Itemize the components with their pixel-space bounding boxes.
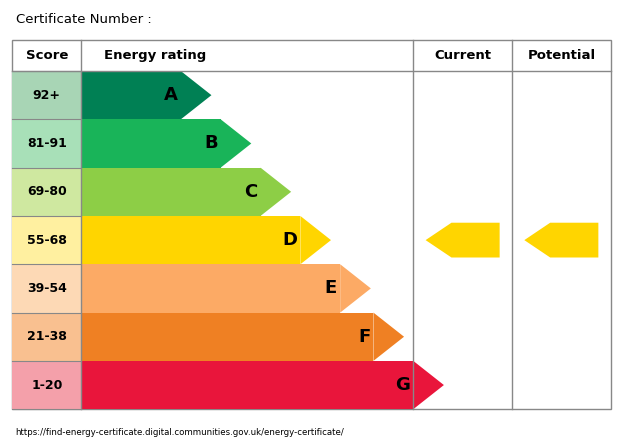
Text: 92+: 92+: [33, 89, 61, 102]
Text: B: B: [204, 135, 218, 153]
Text: C: C: [244, 183, 257, 201]
Polygon shape: [373, 312, 404, 361]
Bar: [12, 119, 81, 168]
Bar: [12, 264, 81, 312]
Text: 69-80: 69-80: [27, 185, 67, 198]
Text: D: D: [282, 231, 297, 249]
Bar: [12, 216, 81, 264]
Text: G: G: [396, 376, 410, 394]
Text: 58: 58: [555, 233, 576, 248]
Bar: [81, 168, 260, 216]
Bar: [81, 71, 181, 119]
Text: 1-20: 1-20: [31, 378, 63, 392]
Text: https://find-energy-certificate.digital.communities.gov.uk/energy-certificate/: https://find-energy-certificate.digital.…: [16, 428, 344, 436]
Text: Score: Score: [25, 49, 68, 62]
Polygon shape: [181, 71, 211, 119]
Polygon shape: [300, 216, 331, 264]
Bar: [81, 361, 414, 409]
Text: 81-91: 81-91: [27, 137, 67, 150]
Bar: [12, 71, 81, 119]
Text: Certificate Number :: Certificate Number :: [16, 13, 151, 26]
Polygon shape: [414, 361, 444, 409]
Text: 39-54: 39-54: [27, 282, 67, 295]
Bar: [81, 216, 300, 264]
Polygon shape: [340, 264, 371, 312]
Text: 21-38: 21-38: [27, 330, 67, 343]
Text: A: A: [164, 86, 178, 104]
Bar: [81, 264, 340, 312]
Bar: [81, 312, 373, 361]
Text: Current: Current: [434, 49, 491, 62]
Polygon shape: [221, 119, 251, 168]
Polygon shape: [425, 223, 500, 257]
Text: F: F: [358, 328, 370, 346]
Polygon shape: [260, 168, 291, 216]
Text: 55: 55: [456, 233, 477, 248]
Text: Energy rating: Energy rating: [104, 49, 206, 62]
Text: 55-68: 55-68: [27, 234, 67, 246]
Bar: [12, 312, 81, 361]
Bar: [12, 40, 611, 409]
Text: Potential: Potential: [527, 49, 595, 62]
Bar: [81, 119, 221, 168]
Bar: [12, 168, 81, 216]
Bar: [12, 361, 81, 409]
Text: E: E: [325, 279, 337, 297]
Polygon shape: [525, 223, 598, 257]
